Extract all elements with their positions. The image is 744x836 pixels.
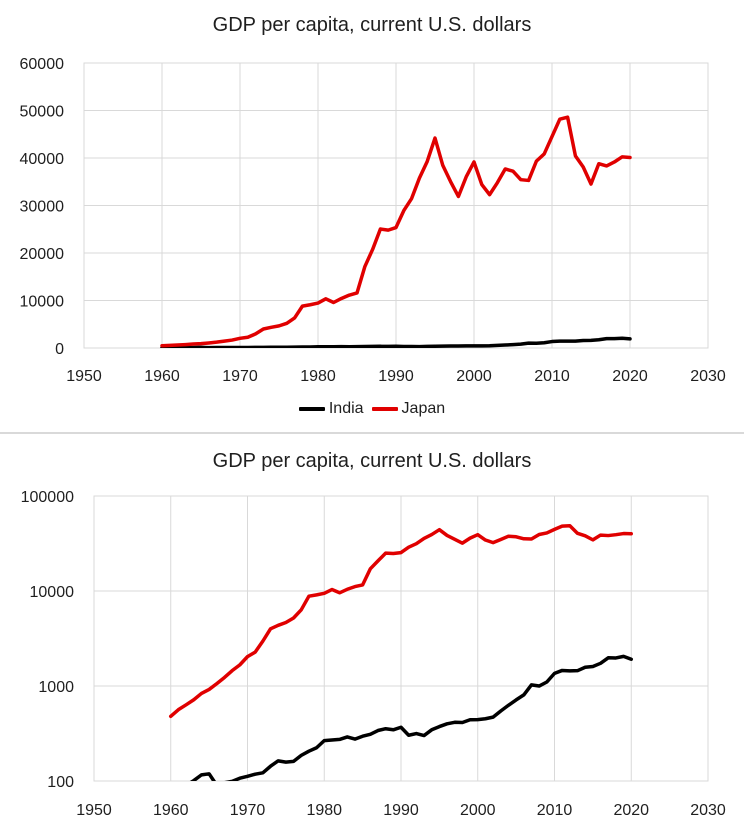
x-tick-label: 1960 [144,368,180,385]
x-tick-label: 1960 [153,802,189,819]
x-tick-label: 1970 [230,802,266,819]
y-tick-label: 60000 [20,56,65,73]
x-tick-label: 2020 [612,368,648,385]
x-tick-label: 2000 [456,368,492,385]
x-tick-label: 2010 [537,802,573,819]
y-tick-label: 100 [47,774,74,791]
legend-item-india: India [298,400,364,418]
y-tick-label: 10000 [30,584,75,601]
legend-label-india: India [328,400,364,417]
log-chart-panel: GDP per capita, current U.S. dollars 100… [0,434,744,836]
x-tick-label: 1950 [76,802,112,819]
x-tick-label: 1980 [306,802,342,819]
series-line-india [189,654,633,781]
x-tick-label: 1980 [300,368,336,385]
series-line-japan [160,115,632,348]
x-tick-label: 2030 [690,368,726,385]
x-tick-label: 2030 [690,802,726,819]
chart-title: GDP per capita, current U.S. dollars [212,450,532,472]
series-line-japan [169,524,633,719]
log-chart: 100 1000 10000 100000 1950 1960 1970 1980 1990 20… [21,489,726,819]
legend-item-japan: Japan [371,400,446,418]
y-tick-label: 1000 [38,679,74,696]
x-tick-label: 1970 [222,368,258,385]
chart-legend: India Japan [0,400,744,418]
series-line-india [160,336,632,348]
linear-chart-panel: GDP per capita, current U.S. dollars 0 10… [0,14,744,418]
x-tick-label: 1990 [378,368,414,385]
y-tick-label: 50000 [20,104,65,121]
y-tick-label: 30000 [20,199,65,216]
y-tick-label: 20000 [20,246,65,263]
x-tick-label: 1990 [383,802,419,819]
chart-title: GDP per capita, current U.S. dollars [212,14,532,36]
linear-chart: 0 10000 20000 30000 40000 50000 60000 1950 1960 1… [20,56,726,385]
legend-swatch-india [298,407,325,411]
x-tick-label: 2000 [460,802,496,819]
y-tick-label: 10000 [20,294,65,311]
x-tick-label: 2020 [613,802,649,819]
x-tick-label: 2010 [534,368,570,385]
panel-divider [0,432,744,434]
legend-label-japan: Japan [401,400,446,417]
y-tick-label: 100000 [21,489,74,506]
x-tick-label: 1950 [66,368,102,385]
y-tick-label: 40000 [20,151,65,168]
y-tick-label: 0 [55,341,64,358]
legend-swatch-japan [371,407,398,411]
plot-area [93,495,709,782]
